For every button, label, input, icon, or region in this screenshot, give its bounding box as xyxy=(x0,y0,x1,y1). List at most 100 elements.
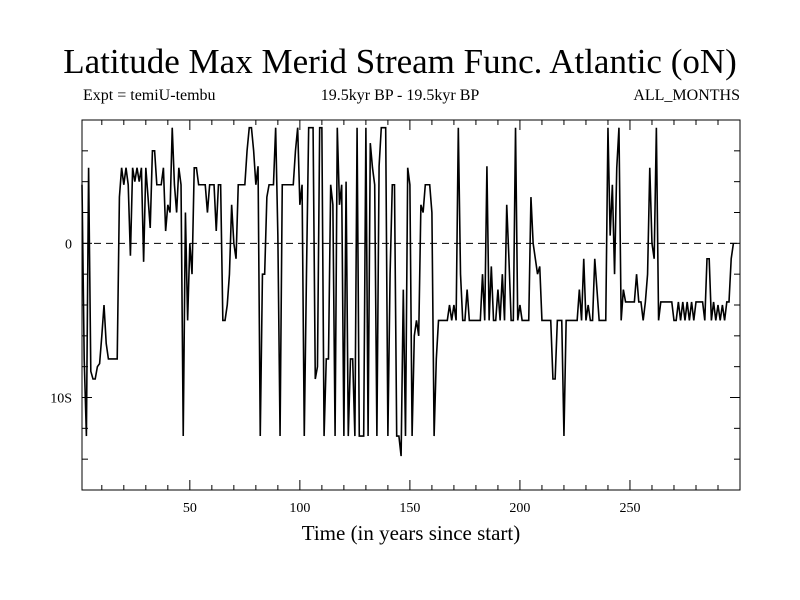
data-point xyxy=(667,301,668,302)
data-point xyxy=(290,184,291,185)
data-point xyxy=(695,301,696,302)
data-point xyxy=(592,320,593,321)
period-label: 19.5kyr BP - 19.5kyr BP xyxy=(320,87,480,104)
data-point xyxy=(198,184,199,185)
data-point xyxy=(427,184,428,185)
data-point xyxy=(396,435,397,436)
data-point xyxy=(662,301,663,302)
data-point xyxy=(108,358,109,359)
data-point xyxy=(367,435,368,436)
data-point xyxy=(599,320,600,321)
data-point xyxy=(343,435,344,436)
data-point xyxy=(266,196,267,197)
data-point xyxy=(440,320,441,321)
data-point xyxy=(299,204,300,205)
data-point xyxy=(684,320,685,321)
data-point xyxy=(629,301,630,302)
data-point xyxy=(511,320,512,321)
data-point xyxy=(282,184,283,185)
data-point xyxy=(176,212,177,213)
data-point xyxy=(405,435,406,436)
data-point xyxy=(341,184,342,185)
data-point xyxy=(348,435,349,436)
data-point xyxy=(423,212,424,213)
data-point xyxy=(244,184,245,185)
data-point xyxy=(150,227,151,228)
data-point xyxy=(84,358,85,359)
data-point xyxy=(541,320,542,321)
data-point xyxy=(315,378,316,379)
data-point xyxy=(372,167,373,168)
data-point xyxy=(147,196,148,197)
data-point xyxy=(345,181,346,182)
data-point xyxy=(222,320,223,321)
data-point xyxy=(550,320,551,321)
data-point xyxy=(515,127,516,128)
data-point xyxy=(117,358,118,359)
data-point xyxy=(106,343,107,344)
x-axis-label: Time (in years since start) xyxy=(301,521,521,545)
data-point xyxy=(539,266,540,267)
data-point xyxy=(178,167,179,168)
data-point xyxy=(255,184,256,185)
data-point xyxy=(647,274,648,275)
data-point xyxy=(323,435,324,436)
data-point xyxy=(594,258,595,259)
data-point xyxy=(321,127,322,128)
data-point xyxy=(264,274,265,275)
data-point xyxy=(654,258,655,259)
data-point xyxy=(416,320,417,321)
data-point xyxy=(268,184,269,185)
data-point xyxy=(524,320,525,321)
data-point xyxy=(132,167,133,168)
data-point xyxy=(196,167,197,168)
data-point xyxy=(319,127,320,128)
data-point xyxy=(522,320,523,321)
data-point xyxy=(733,243,734,244)
data-point xyxy=(618,127,619,128)
data-point xyxy=(202,184,203,185)
data-point xyxy=(462,320,463,321)
data-point xyxy=(449,304,450,305)
data-point xyxy=(235,258,236,259)
data-point xyxy=(398,435,399,436)
data-point xyxy=(497,289,498,290)
data-point xyxy=(561,320,562,321)
data-point xyxy=(308,127,309,128)
data-point xyxy=(139,181,140,182)
data-point xyxy=(537,274,538,275)
data-point xyxy=(277,235,278,236)
data-point xyxy=(698,301,699,302)
plot-frame xyxy=(81,119,741,491)
data-point xyxy=(636,274,637,275)
data-point xyxy=(678,301,679,302)
data-point xyxy=(134,181,135,182)
data-point xyxy=(128,184,129,185)
data-point xyxy=(374,184,375,185)
data-point xyxy=(332,204,333,205)
data-point xyxy=(99,363,100,364)
data-point xyxy=(436,358,437,359)
data-point xyxy=(535,258,536,259)
data-point xyxy=(152,150,153,151)
data-point xyxy=(627,301,628,302)
data-point xyxy=(665,301,666,302)
data-point xyxy=(306,274,307,275)
data-point xyxy=(451,320,452,321)
data-point xyxy=(183,435,184,436)
data-point xyxy=(90,371,91,372)
data-point xyxy=(420,204,421,205)
data-point xyxy=(673,320,674,321)
data-point xyxy=(555,378,556,379)
data-point xyxy=(583,258,584,259)
data-point xyxy=(566,320,567,321)
data-point xyxy=(414,335,415,336)
data-point xyxy=(726,301,727,302)
data-point xyxy=(174,184,175,185)
data-point xyxy=(260,435,261,436)
data-point xyxy=(356,127,357,128)
data-point xyxy=(378,166,379,167)
data-point xyxy=(376,435,377,436)
data-point xyxy=(469,320,470,321)
data-point xyxy=(365,127,366,128)
